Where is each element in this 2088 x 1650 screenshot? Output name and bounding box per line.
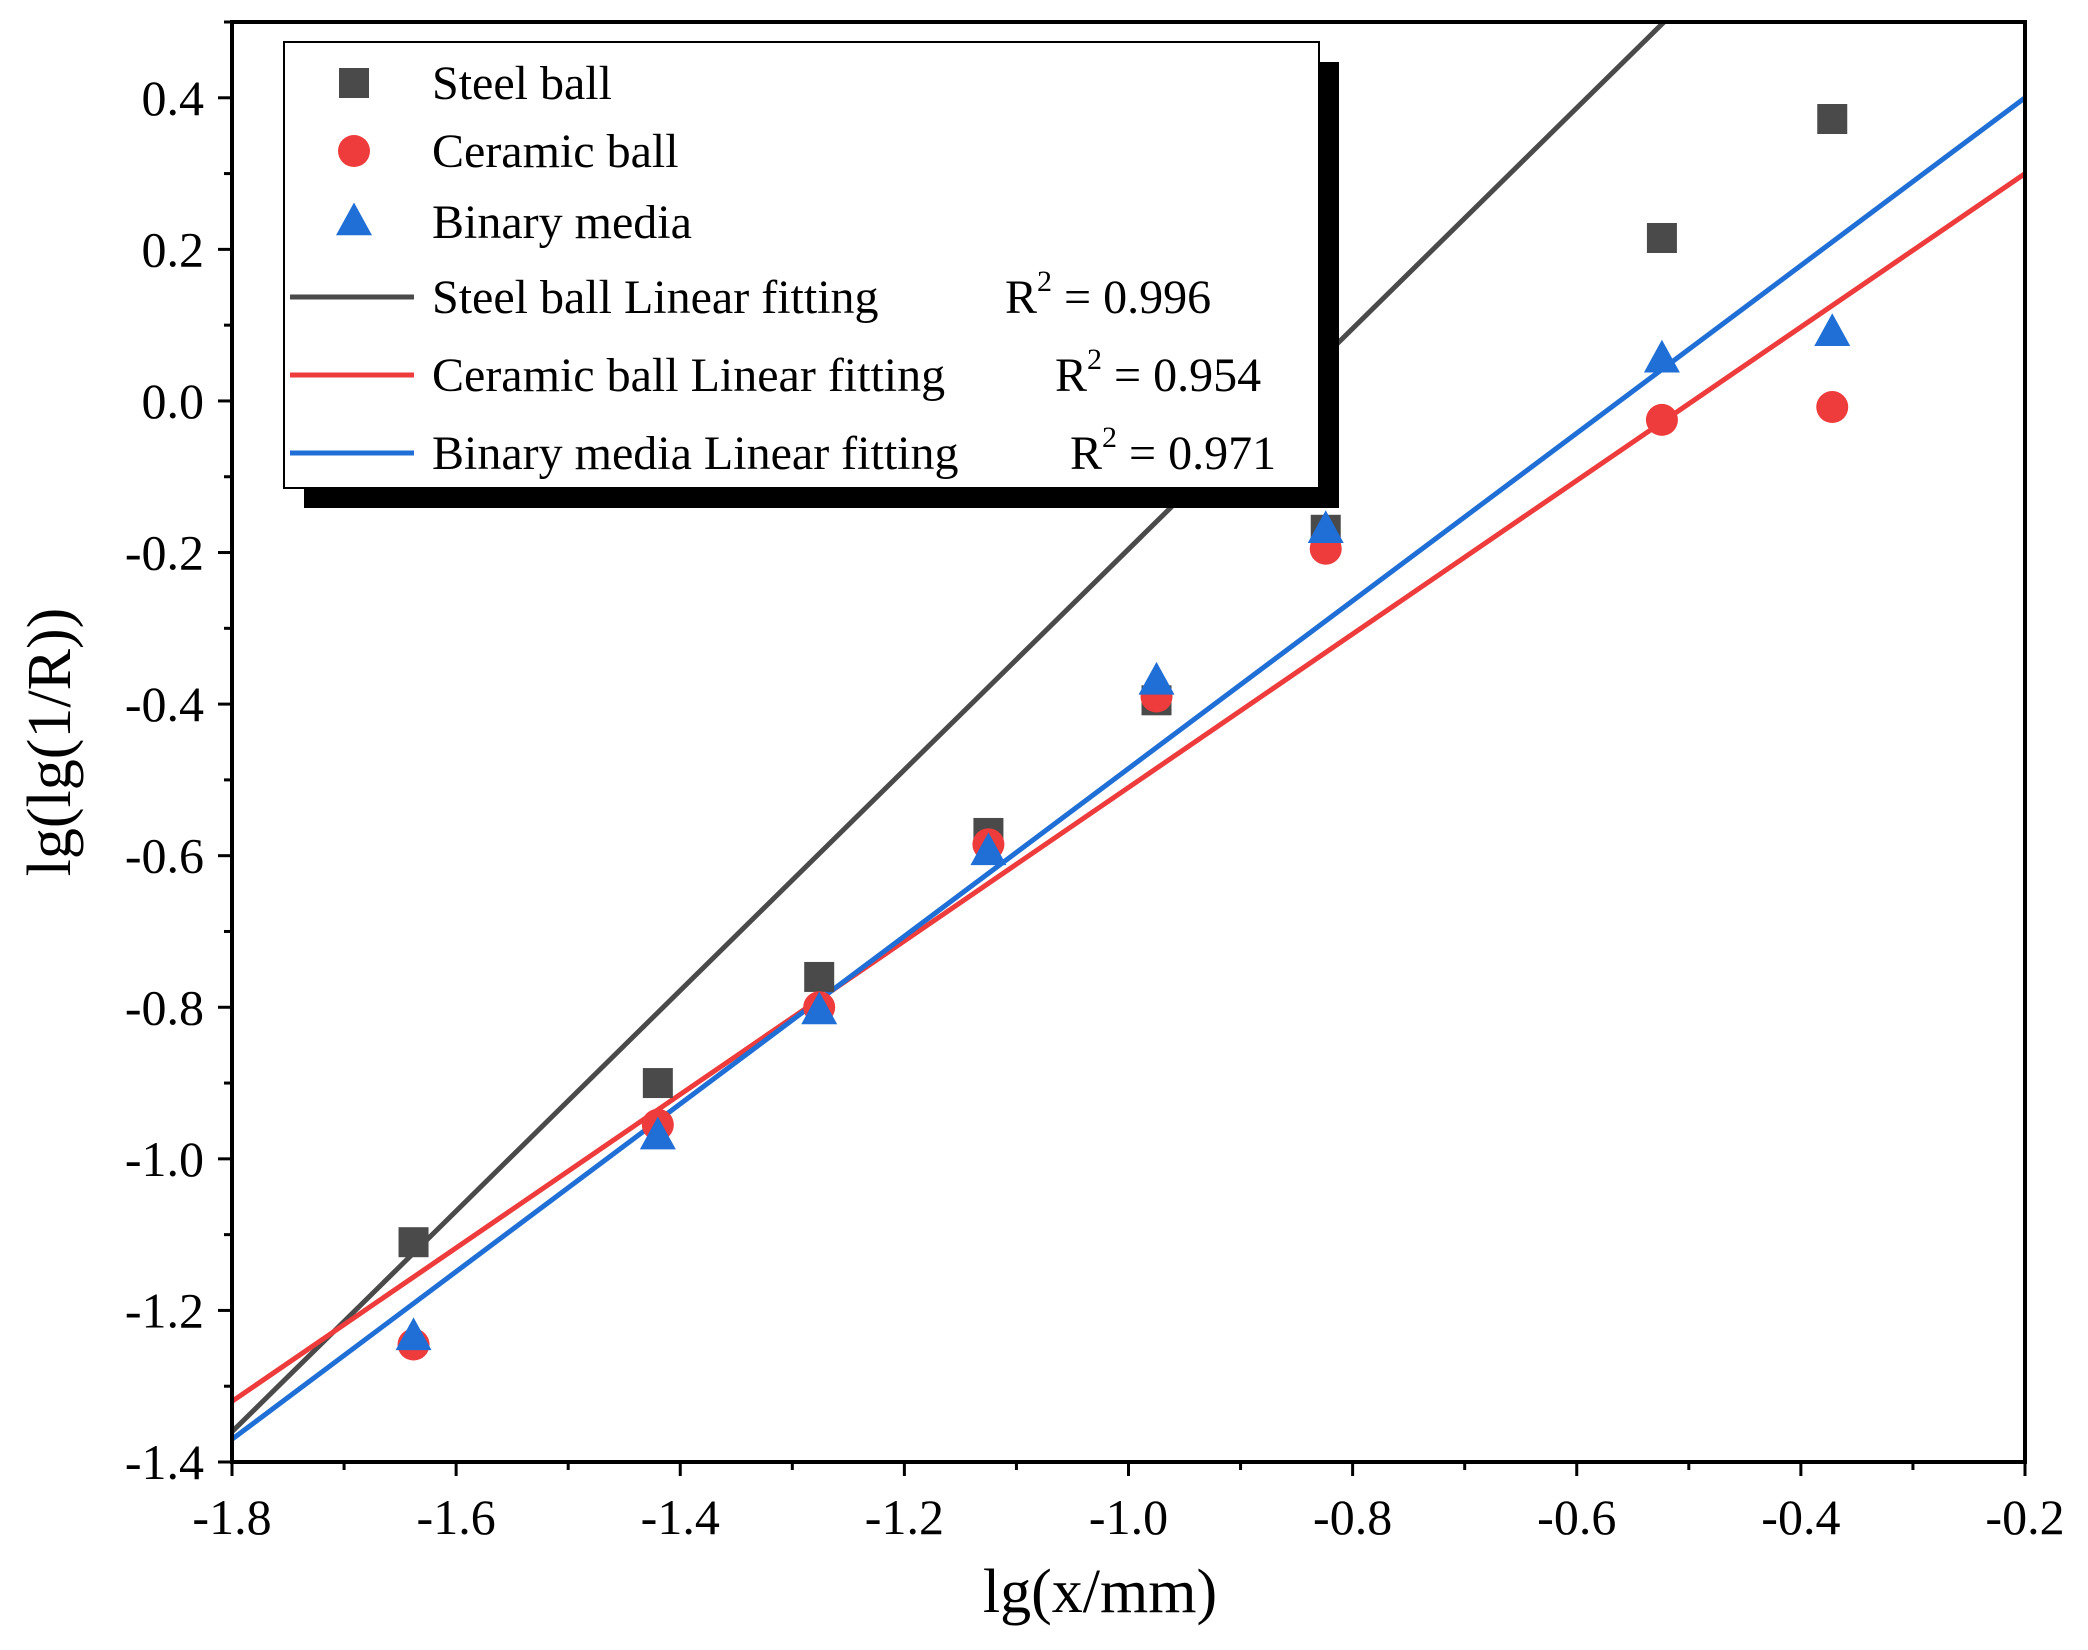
y-tick-labels: -1.4 -1.2 -1.0 -0.8 -0.6 -0.4 -0.2 0.0 0.2 0.4 [125,70,204,1490]
legend: Steel ball Ceramic ball Binary media Steel … [283,41,1339,508]
point-circle-8 [1816,391,1849,424]
legend-marker-square [339,68,369,98]
legend-label: Steel ball [432,57,612,110]
x-tick-label: -0.8 [1313,1489,1392,1545]
y-tick-label: -1.4 [125,1434,204,1490]
point-triangle-1 [395,1317,432,1351]
point-triangle-8 [1814,313,1851,346]
fit-line-2 [232,171,2025,1404]
legend-label: Binary media Linear fitting [432,427,959,480]
y-tick-label: -1.2 [125,1282,204,1338]
y-tick-label: 0.0 [142,373,205,429]
fit-line-3 [232,95,2025,1442]
y-tick-label: -1.0 [125,1131,204,1187]
legend-r2: R2 = 0.954 [1055,343,1261,402]
legend-label: Ceramic ball Linear fitting [432,349,945,402]
point-square-1 [398,1227,429,1258]
x-tick-label: -1.0 [1089,1489,1168,1545]
point-square-2 [642,1068,673,1099]
legend-label: Steel ball Linear fitting [432,271,879,324]
x-tick-label: -1.8 [192,1489,271,1545]
y-tick-label: -0.4 [125,676,204,732]
point-square-3 [804,961,835,992]
point-square-7 [1646,223,1677,253]
x-tick-label: -1.2 [865,1489,944,1545]
y-tick-label: -0.6 [125,828,204,884]
point-triangle-5 [1138,661,1175,695]
point-circle-7 [1645,403,1678,436]
point-triangle-7 [1643,339,1680,373]
x-tick-label: -0.4 [1761,1489,1840,1545]
legend-label: Ceramic ball [432,125,679,178]
point-square-8 [1817,104,1848,135]
point-triangle-2 [639,1116,676,1150]
legend-box [283,41,1320,489]
x-tick-label: -0.2 [1985,1489,2064,1545]
x-tick-label: -0.6 [1537,1489,1616,1545]
x-tick-labels: -1.8 -1.6 -1.4 -1.2 -1.0 -0.8 -0.6 -0.4 -0.2 [192,1489,2064,1545]
axis-ticks [218,20,2027,1476]
legend-label: Binary media [432,196,692,249]
legend-marker-circle [338,135,370,167]
data-points [395,104,1851,1361]
legend-r2: R2 = 0.971 [1070,421,1276,480]
x-tick-label: -1.4 [641,1489,720,1545]
fit-lines [232,22,2025,1442]
y-axis-title: lg(lg(1/R)) [16,608,84,877]
y-tick-label: 0.2 [142,221,205,277]
point-triangle-4 [970,832,1007,866]
fit-line-1 [232,22,1668,1434]
x-axis-title: lg(x/mm) [983,1558,1217,1626]
x-tick-label: -1.6 [417,1489,496,1545]
legend-r2: R2 = 0.996 [1005,265,1211,324]
legend-marker-triangle [336,202,372,236]
y-tick-label: -0.2 [125,525,204,581]
point-triangle-6 [1307,510,1344,544]
y-tick-label: -0.8 [125,979,204,1035]
y-tick-label: 0.4 [142,70,205,126]
point-triangle-3 [801,991,838,1025]
